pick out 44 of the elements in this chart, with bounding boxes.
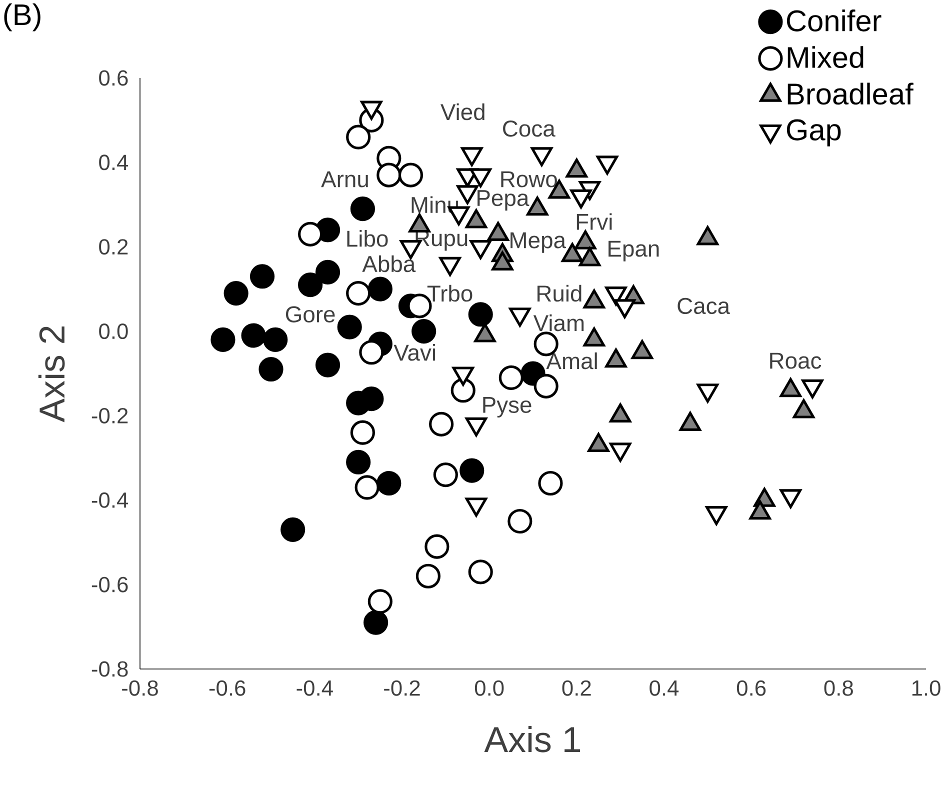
y-axis-title: Axis 2: [38, 326, 65, 422]
x-axis-title: Axis 1: [484, 726, 580, 752]
annotation: Gore: [286, 306, 335, 322]
x-tick-label: -0.4: [296, 680, 333, 696]
chart-title: (B): [4, 3, 40, 32]
annotation: Mepa: [510, 232, 566, 253]
x-tick-label: -0.8: [122, 680, 158, 696]
annotation: Rowo: [501, 171, 557, 188]
y-tick-label: 0.2: [99, 239, 128, 255]
annotation: Frvi: [576, 213, 612, 230]
annotation: Trbo: [427, 284, 472, 302]
annotation: Viam: [533, 314, 584, 332]
annotation: Roac: [770, 352, 822, 369]
x-tick-label: 0.8: [824, 680, 853, 696]
x-tick-label: 0.0: [474, 680, 504, 696]
x-tick-label: 1.0: [912, 680, 940, 696]
legend-label: Conifer: [786, 10, 882, 32]
x-tick-label: 0.4: [650, 680, 679, 696]
y-tick-label: -0.8: [92, 661, 128, 677]
annotation: Arnu: [321, 171, 368, 188]
annotation: Vied: [440, 103, 484, 120]
legend-label: Gap: [786, 119, 841, 146]
x-tick-label: -0.6: [209, 680, 246, 696]
legend-label: Mixed: [788, 46, 864, 68]
x-tick-label: -0.2: [384, 680, 420, 696]
x-tick-label: 0.2: [562, 680, 591, 696]
annotation: Caca: [678, 298, 730, 314]
annotation: Amal: [546, 352, 597, 370]
annotation: Pyse: [483, 397, 532, 418]
annotation: Ruid: [538, 284, 582, 302]
y-tick-label: 0.0: [99, 324, 128, 340]
annotation: Coca: [503, 120, 556, 137]
y-tick-label: 0.4: [99, 154, 128, 170]
y-tick-label: 0.6: [99, 70, 128, 86]
y-tick-label: -0.6: [92, 576, 128, 592]
y-tick-label: -0.2: [92, 408, 128, 424]
annotation: Epan: [608, 240, 659, 262]
annotation: Libo: [347, 230, 388, 247]
y-tick-label: -0.4: [92, 492, 128, 508]
annotation: Vavi: [394, 344, 435, 361]
x-tick-label: 0.6: [736, 680, 766, 696]
annotation: Abba: [362, 255, 416, 272]
legend-label: Broadleaf: [788, 82, 914, 105]
annotation: Pepa: [478, 190, 530, 211]
